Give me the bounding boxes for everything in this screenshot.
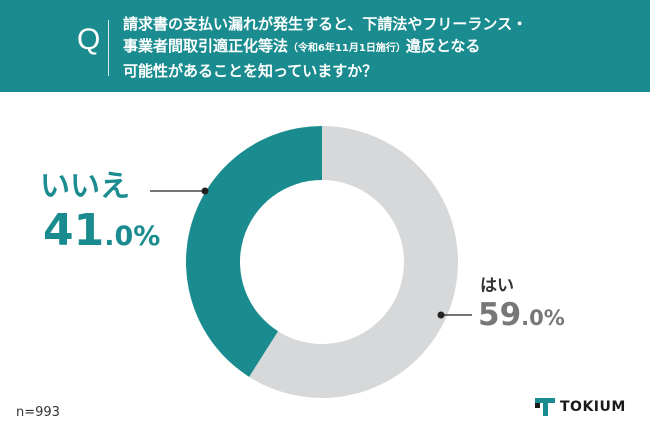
question-line-3: 可能性があることを知っていますか？ (123, 62, 378, 80)
leader-no-dot (201, 187, 209, 195)
question-header: Q 請求書の支払い漏れが発生すると、下請法やフリーランス・ 事業者間取引適正化等… (0, 0, 650, 92)
leader-yes-dot (437, 311, 445, 319)
question-text: 請求書の支払い漏れが発生すると、下請法やフリーランス・ 事業者間取引適正化等法（… (123, 13, 623, 82)
question-line-2-note: （令和6年11月1日施行） (288, 43, 406, 54)
label-yes: はい (480, 276, 514, 296)
question-line-1: 請求書の支払い漏れが発生すると、下請法やフリーランス・ (123, 15, 528, 33)
value-no: 41.0% (43, 205, 160, 256)
label-no: いいえ (40, 169, 130, 204)
value-yes: 59.0% (478, 297, 565, 333)
sample-size: n=993 (16, 405, 60, 420)
tokium-logo-icon (535, 398, 555, 416)
question-line-2-main: 事業者間取引適正化等法 (123, 37, 289, 55)
donut-slice-0 (249, 126, 459, 398)
donut-chart-area: はい 59.0% いいえ 41.0% (0, 92, 650, 431)
donut-slice-1 (186, 126, 322, 377)
tokium-logo: TOKIUM (535, 397, 626, 417)
question-line-2-tail: 違反となる (405, 37, 481, 55)
header-divider (108, 20, 109, 76)
question-line-2: 事業者間取引適正化等法（令和6年11月1日施行）違反となる (123, 35, 623, 60)
question-mark: Q (77, 23, 101, 56)
tokium-logo-text: TOKIUM (560, 399, 626, 415)
